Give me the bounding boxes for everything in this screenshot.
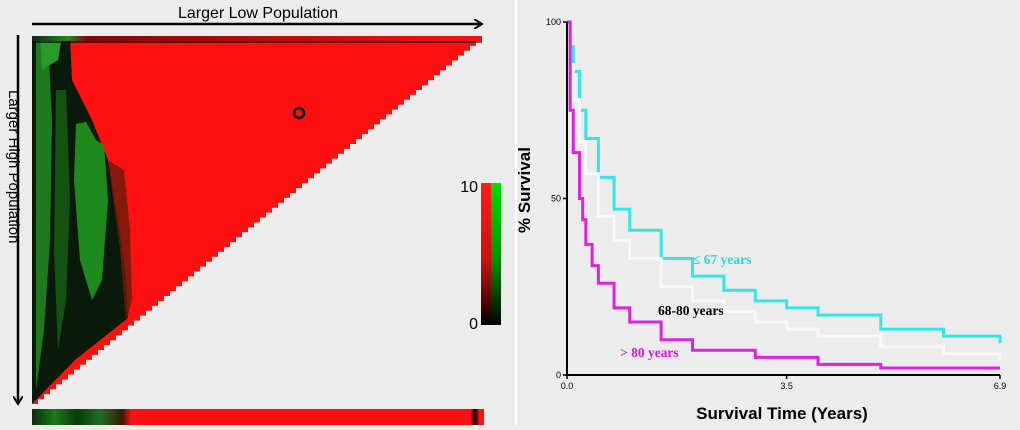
- heatmap-bottom-strip: [32, 409, 484, 425]
- x-tick-label: 6.9: [994, 381, 1007, 391]
- y-tick-label: 0: [556, 370, 561, 380]
- heatmap-x-label: Larger Low Population: [178, 5, 338, 22]
- survival-series-1: [570, 45, 1002, 344]
- survival-series-2: [570, 62, 1002, 361]
- heatmap-red-region: [32, 36, 482, 404]
- y-tick-label: 100: [546, 17, 561, 27]
- survival-chart: 0 50 100 0.0 3.5 6.9 % Survival Survival Time…: [515, 17, 1006, 423]
- heatmap-green-band: [36, 40, 52, 390]
- heatmap-top-row-shadow: [32, 41, 482, 43]
- survival-series-3: [567, 20, 1000, 370]
- legend-label-67: ≤ 67 years: [693, 252, 751, 267]
- heatmap-figure: Larger Low Population Larger High Popula…: [5, 5, 501, 425]
- legend-label-80: > 80 years: [620, 345, 679, 360]
- heatmap-panel: Larger Low Population Larger High Popula…: [0, 0, 515, 425]
- panel-divider: [515, 0, 517, 425]
- survival-plot-area: [567, 20, 1002, 370]
- heatmap-marker-circle: [292, 106, 306, 120]
- colorbar-red: [481, 183, 491, 325]
- x-tick-label: 3.5: [780, 381, 793, 391]
- survival-axes: 0 50 100 0.0 3.5 6.9: [546, 17, 1006, 391]
- heatmap-triangle: [32, 36, 482, 404]
- colorbar-min-label: 0: [469, 316, 478, 333]
- heatmap-green-band: [74, 122, 108, 300]
- colorbar-green: [491, 183, 501, 325]
- heatmap-top-row: [32, 36, 482, 41]
- x-tick-label: 0.0: [561, 381, 574, 391]
- colorbar: 10 0: [460, 179, 501, 333]
- legend-label-68-80: 68-80 years: [658, 303, 724, 318]
- survival-x-label: Survival Time (Years): [696, 404, 868, 423]
- y-tick-label: 50: [551, 194, 561, 204]
- colorbar-max-label: 10: [460, 179, 478, 196]
- heatmap-green-band: [54, 90, 70, 350]
- survival-y-label: % Survival: [517, 147, 534, 233]
- heatmap-y-label: Larger High Population: [5, 90, 22, 243]
- survival-panel: 0 50 100 0.0 3.5 6.9 % Survival Survival Time…: [515, 0, 1020, 425]
- heatmap-transition-band: [108, 160, 132, 322]
- heatmap-green-band: [40, 36, 62, 70]
